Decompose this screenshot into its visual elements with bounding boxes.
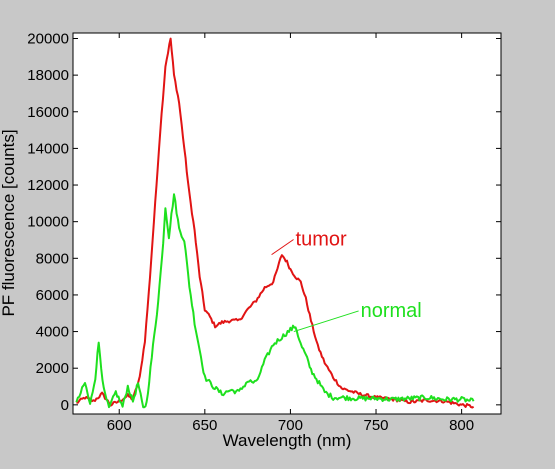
annotation-label-tumor: tumor: [296, 228, 347, 250]
x-tick-label: 700: [278, 417, 303, 434]
y-tick-label: 18000: [27, 67, 69, 84]
x-tick-label: 650: [192, 417, 217, 434]
annotation-layer: tumor normal: [271, 228, 422, 333]
y-tick-label: 20000: [27, 30, 69, 47]
y-axis-label: PF fluorescence [counts]: [0, 129, 18, 316]
axes-background: [73, 33, 501, 414]
x-tick-label: 600: [107, 417, 132, 434]
x-axis-label: Wavelength (nm): [223, 431, 352, 450]
y-axis-ticks: 0 2000 4000 6000 8000 10000 12000 14000 16000 180…: [27, 30, 501, 414]
axes-frame: [72, 32, 502, 415]
y-tick-label: 0: [61, 397, 69, 414]
x-axis-ticks: 600 650 700 750 800: [107, 33, 474, 434]
x-tick-label: 800: [449, 417, 474, 434]
annotation-leader-normal: [293, 310, 359, 333]
series-line-normal: [75, 193, 475, 409]
annotation-label-normal: normal: [361, 300, 422, 322]
y-tick-label: 4000: [36, 324, 69, 341]
series-line-tumor: [76, 37, 475, 409]
y-tick-label: 12000: [27, 177, 69, 194]
y-tick-label: 14000: [27, 140, 69, 157]
y-tick-label: 6000: [36, 287, 69, 304]
y-tick-label: 2000: [36, 360, 69, 377]
x-tick-label: 750: [364, 417, 389, 434]
series-layer: [75, 37, 475, 409]
y-tick-label: 16000: [27, 104, 69, 121]
y-tick-label: 8000: [36, 250, 69, 267]
annotation-leader-tumor: [271, 239, 294, 256]
y-tick-label: 10000: [27, 214, 69, 231]
